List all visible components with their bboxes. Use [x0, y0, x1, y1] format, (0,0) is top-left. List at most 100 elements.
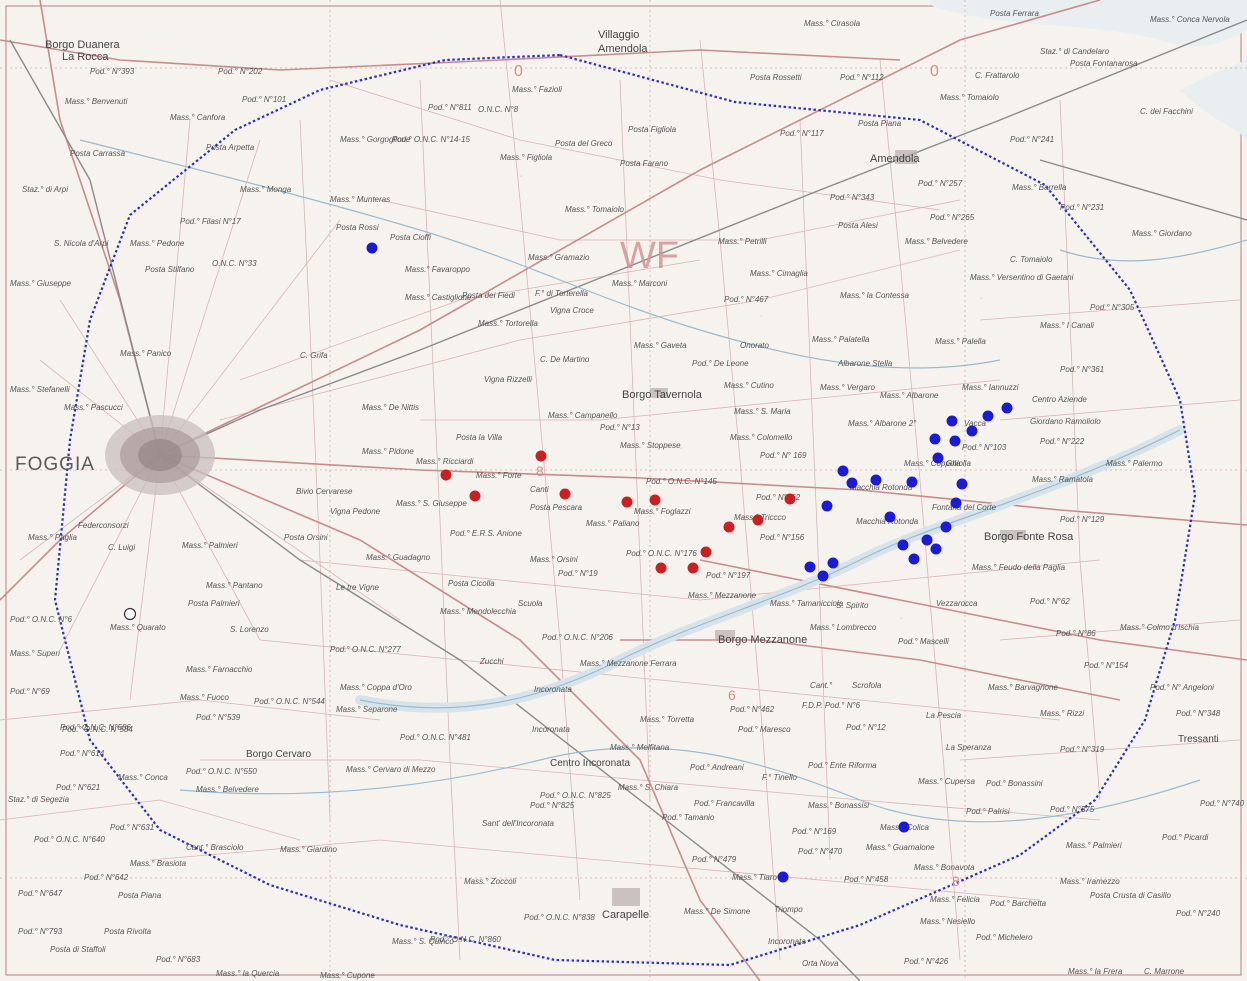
place-label: Mass.° Orsini	[530, 555, 578, 564]
blue-marker[interactable]	[966, 425, 978, 437]
place-label: Posta Piana	[118, 891, 162, 900]
place-label: Pod.° N°117	[780, 129, 824, 138]
place-label: Mass.° Cimaglia	[750, 269, 808, 278]
place-label: Incoronata	[532, 725, 570, 734]
place-label: Mass.° Superi	[10, 649, 60, 658]
place-label: Mass.° Versentino di Gaetani	[970, 273, 1074, 282]
place-label: Pod.° N°197	[706, 571, 751, 580]
place-label: Mass.° Ricciardi	[416, 457, 474, 466]
blue-marker[interactable]	[884, 511, 896, 523]
place-label: Posta Figliola	[628, 125, 677, 134]
blue-marker[interactable]	[950, 497, 962, 509]
place-label: Pod.° N° Angeloni	[1150, 683, 1214, 692]
red-marker[interactable]	[649, 494, 661, 506]
place-label: Mass.° la Frera	[1068, 967, 1123, 976]
blue-marker[interactable]	[946, 415, 958, 427]
place-label: Posta Alesi	[838, 221, 878, 230]
place-label: Mass.° Petrilli	[718, 237, 767, 246]
red-marker[interactable]	[535, 450, 547, 462]
blue-marker[interactable]	[929, 433, 941, 445]
place-label: C. De Martino	[540, 355, 590, 364]
blue-marker[interactable]	[921, 534, 933, 546]
place-label: Mass.° Benvenuti	[65, 97, 128, 106]
place-label: C. Marrone	[1144, 967, 1185, 976]
place-label: Pod.° O.N.C. N°640	[34, 835, 105, 844]
blue-marker[interactable]	[930, 543, 942, 555]
grid-label-0-right: 0	[930, 63, 939, 80]
place-label: Pod.° O.N.C. N°584	[62, 725, 133, 734]
place-label: Mass.° Separone	[336, 705, 398, 714]
place-label: Pod.° N°62	[1030, 597, 1070, 606]
place-label: Pod.° N°101	[242, 95, 286, 104]
red-marker[interactable]	[784, 493, 796, 505]
blue-marker[interactable]	[908, 553, 920, 565]
place-label: Posta del Greco	[555, 139, 613, 148]
blue-marker[interactable]	[1001, 402, 1013, 414]
red-marker[interactable]	[559, 488, 571, 500]
blue-marker[interactable]	[949, 435, 961, 447]
place-label: Posta Ferrara	[990, 9, 1039, 18]
place-label: Mass.° Cirasola	[804, 19, 861, 28]
place-label: Centro Aziende	[1032, 395, 1087, 404]
svg-text:·: ·	[520, 173, 522, 180]
place-label: Mass.° Barvagnone	[988, 683, 1058, 692]
place-label: Pod.° N°154	[1084, 661, 1129, 670]
red-marker[interactable]	[752, 514, 764, 526]
place-label: Pod.° Palrisi	[966, 807, 1010, 816]
blue-marker[interactable]	[817, 570, 829, 582]
place-label: Pod.° N°470	[798, 847, 843, 856]
blue-marker[interactable]	[870, 474, 882, 486]
place-label: C. Frattarolo	[975, 71, 1020, 80]
place-label: Mass.° Paglia	[28, 533, 78, 542]
blue-marker[interactable]	[804, 561, 816, 573]
place-label: Mass.° Bonassisi	[808, 801, 869, 810]
grid-label-6: 6	[728, 687, 736, 703]
hollow-marker[interactable]	[123, 607, 137, 621]
town-label: Villaggio	[598, 29, 639, 41]
place-label: Mass.° Guarnalone	[866, 843, 935, 852]
blue-marker[interactable]	[932, 452, 944, 464]
place-label: Mass.° Palmieri	[1066, 841, 1122, 850]
place-label: Pod.° N°467	[724, 295, 769, 304]
red-marker[interactable]	[687, 562, 699, 574]
red-marker[interactable]	[700, 546, 712, 558]
place-label: Posta la Villa	[456, 433, 503, 442]
place-label: Posta Palmieri	[188, 599, 240, 608]
place-label: Mass.° Zoccoli	[464, 877, 516, 886]
red-marker[interactable]	[621, 496, 633, 508]
place-label: Mass.° Munteras	[330, 195, 390, 204]
place-label: Pod.° N°265	[930, 213, 975, 222]
place-label: Pod.° N°614	[60, 749, 105, 758]
place-label: Pod.° N°642	[84, 873, 129, 882]
elevation-marks: · · · · · ·	[260, 115, 982, 622]
blue-marker[interactable]	[846, 477, 858, 489]
red-marker[interactable]	[655, 562, 667, 574]
place-label: Scrofola	[852, 681, 882, 690]
place-label: Pod.° N°162	[756, 493, 801, 502]
blue-marker[interactable]	[982, 410, 994, 422]
place-label: Pod.° O.N.C. N°6	[10, 615, 73, 624]
place-label: Mass.° Cutino	[724, 381, 774, 390]
blue-marker[interactable]	[827, 557, 839, 569]
blue-marker[interactable]	[777, 871, 789, 883]
blue-marker[interactable]	[906, 476, 918, 488]
place-label: Pod.° De Leone	[692, 359, 749, 368]
place-label: Mass.° S. Quirico	[392, 937, 454, 946]
red-marker[interactable]	[723, 521, 735, 533]
place-label: Pod.° Filasi N°17	[180, 217, 241, 226]
grid-label-0-left: 0	[514, 63, 523, 80]
red-marker[interactable]	[469, 490, 481, 502]
blue-marker[interactable]	[898, 821, 910, 833]
blue-marker[interactable]	[940, 521, 952, 533]
blue-marker[interactable]	[821, 500, 833, 512]
blue-marker[interactable]	[837, 465, 849, 477]
town-label: Borgo Fonte Rosa	[984, 531, 1074, 543]
blue-marker[interactable]	[956, 478, 968, 490]
place-label: Mass.° Bonavota	[914, 863, 975, 872]
blue-marker[interactable]	[366, 242, 378, 254]
blue-marker[interactable]	[897, 539, 909, 551]
red-marker[interactable]	[440, 469, 452, 481]
